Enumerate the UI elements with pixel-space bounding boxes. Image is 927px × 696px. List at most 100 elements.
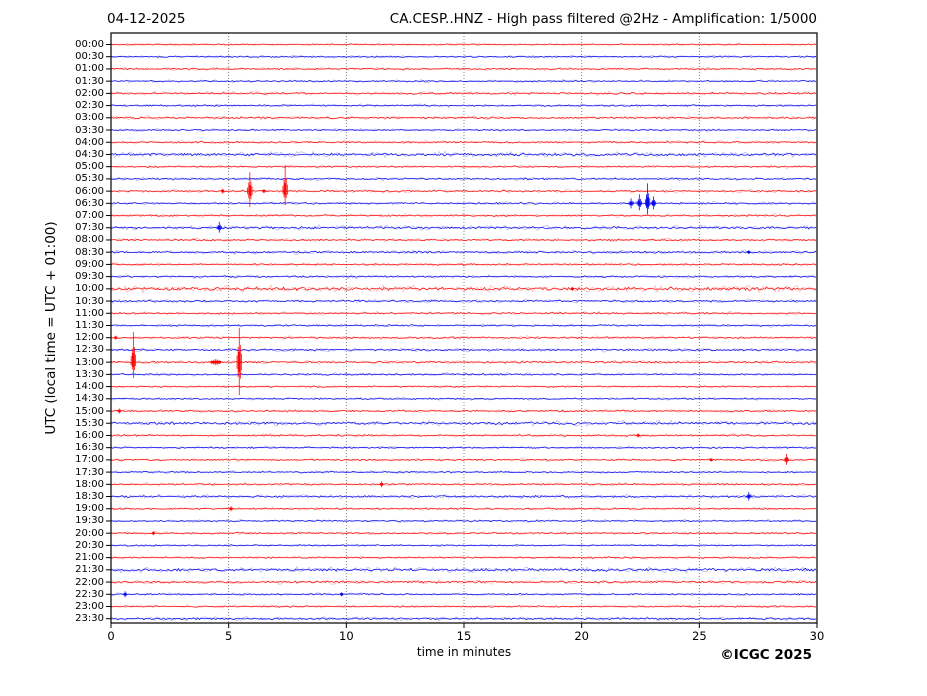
y-tick-label-22:00: 22:00 [75,576,104,588]
y-tick-label-07:00: 07:00 [75,210,104,222]
y-tick-label-08:00: 08:00 [75,234,104,246]
y-tick-label-05:00: 05:00 [75,161,104,173]
y-tick-label-08:30: 08:30 [75,246,104,258]
trace-11:30 [110,324,817,327]
trace-10:30 [110,299,817,303]
y-tick-label-00:00: 00:00 [75,39,104,50]
trace-02:30 [110,104,817,107]
trace-20:30 [111,544,817,547]
y-tick-label-11:00: 11:00 [75,307,104,319]
y-tick-label-23:30: 23:30 [75,613,104,625]
y-tick-label-07:30: 07:30 [75,222,104,234]
trace-07:30 [110,226,817,230]
y-tick-label-22:30: 22:30 [75,588,104,600]
x-tick-label-0: 0 [107,629,115,643]
y-tick-label-21:30: 21:30 [75,564,104,576]
trace-12:30 [110,348,817,352]
trace-18:30 [110,495,817,499]
trace-halo-17:30 [110,469,818,475]
trace-08:00 [111,238,816,242]
trace-halo-13:00 [110,359,818,366]
trace-halo-15:30 [110,419,818,427]
x-tick-label-15: 15 [456,629,472,643]
y-tick-label-21:00: 21:00 [75,552,104,564]
trace-01:00 [110,67,817,71]
y-tick-label-17:00: 17:00 [75,454,104,466]
trace-10:00 [110,286,817,291]
trace-06:00 [110,189,817,193]
trace-05:00 [110,165,816,168]
y-tick-label-06:30: 06:30 [75,197,104,209]
trace-16:30 [110,446,817,449]
plot-title: CA.CESP..HNZ - High pass filtered @2Hz -… [389,11,817,27]
trace-11:00 [110,311,817,315]
y-tick-label-13:30: 13:30 [75,368,104,380]
y-tick-label-04:30: 04:30 [75,148,104,160]
x-axis-label: time in minutes [416,645,512,659]
trace-19:30 [110,519,817,523]
trace-08:30 [110,250,817,254]
trace-22:30 [110,593,817,596]
trace-20:00 [111,532,817,535]
trace-00:30 [110,55,817,58]
y-tick-label-02:00: 02:00 [75,87,104,99]
date-label: 04-12-2025 [107,11,186,27]
y-tick-label-14:30: 14:30 [75,393,104,405]
trace-23:30 [110,617,817,621]
trace-22:00 [110,580,817,584]
y-tick-label-13:00: 13:00 [75,356,104,368]
y-tick-label-10:30: 10:30 [75,295,104,307]
x-tick-label-5: 5 [224,629,233,643]
trace-12:00 [110,336,817,340]
y-tick-label-19:00: 19:00 [75,503,104,515]
y-tick-label-09:30: 09:30 [75,271,104,283]
trace-23:00 [110,605,817,608]
x-tick-label-25: 25 [692,629,707,643]
y-tick-label-04:00: 04:00 [75,136,104,148]
trace-13:30 [110,373,817,376]
y-tick-label-02:30: 02:30 [75,100,104,112]
trace-13:00 [110,360,817,364]
trace-14:30 [110,397,817,400]
y-tick-label-14:00: 14:00 [75,381,104,393]
y-tick-label-23:00: 23:00 [75,600,104,612]
trace-halo-22:30 [110,591,818,597]
y-tick-label-18:30: 18:30 [75,491,104,503]
trace-07:00 [110,214,817,217]
y-tick-label-09:00: 09:00 [75,258,104,270]
y-tick-label-03:30: 03:30 [75,124,104,136]
y-tick-label-03:00: 03:00 [75,112,104,124]
x-tick-label-10: 10 [339,629,354,643]
y-tick-label-17:30: 17:30 [75,466,104,478]
trace-21:30 [110,567,817,572]
trace-04:00 [110,140,817,144]
trace-21:00 [110,556,817,559]
copyright-label: ©ICGC 2025 [720,647,812,663]
plot-border [110,32,818,624]
trace-00:00 [110,43,817,46]
y-tick-label-05:30: 05:30 [75,173,104,185]
y-tick-label-01:30: 01:30 [75,75,104,87]
trace-15:00 [110,409,817,413]
trace-halo-04:00 [110,139,818,145]
trace-03:00 [110,116,817,120]
y-tick-label-06:00: 06:00 [75,185,104,197]
x-tick-label-30: 30 [809,629,825,643]
y-tick-label-11:30: 11:30 [75,319,104,331]
trace-halo-05:00 [110,164,818,169]
y-tick-label-15:00: 15:00 [75,405,104,417]
y-tick-label-19:30: 19:30 [75,515,104,527]
trace-02:00 [110,91,817,95]
trace-05:30 [110,177,817,181]
trace-06:30 [111,202,817,205]
trace-18:00 [110,483,817,486]
trace-09:30 [110,275,817,278]
y-tick-label-20:00: 20:00 [75,527,104,539]
y-tick-label-16:30: 16:30 [75,442,104,454]
trace-01:30 [110,79,817,83]
x-tick-label-20: 20 [574,629,589,643]
trace-15:30 [110,421,817,426]
trace-17:30 [110,470,817,474]
